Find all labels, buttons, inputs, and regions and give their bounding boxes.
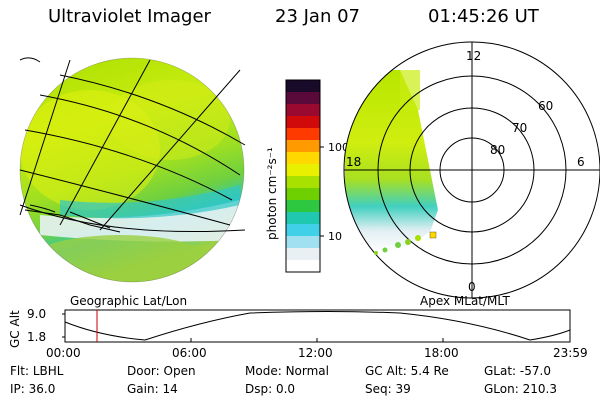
date-label: 23 Jan 07: [275, 6, 360, 27]
app-title: Ultraviolet Imager: [48, 6, 211, 27]
lat-label-70: 70: [512, 121, 527, 135]
polar-plot: [343, 41, 600, 299]
colorbar-segment: [286, 200, 320, 213]
mlt-label-0: 0: [468, 280, 476, 294]
info-gc-alt: GC Alt: 5.4 Re: [365, 364, 449, 378]
time-tick-0000: 00:00: [46, 346, 81, 360]
geographic-caption: Geographic Lat/Lon: [70, 294, 188, 308]
time-label: 01:45:26 UT: [428, 6, 539, 27]
time-tick-1200: 12:00: [298, 346, 333, 360]
colorbar-unit-label: photon cm⁻²s⁻¹: [265, 147, 279, 240]
info-glat: GLat: -57.0: [484, 364, 551, 378]
altitude-tick-1-8: 1.8: [27, 330, 46, 344]
lat-label-80: 80: [490, 143, 505, 157]
globe-image: [19, 57, 246, 283]
apex-caption: Apex MLat/MLT: [420, 294, 510, 308]
colorbar-segment: [286, 224, 320, 237]
colorbar: [285, 79, 321, 273]
colorbar-segment: [286, 236, 320, 249]
time-tick-2359: 23:59: [553, 346, 588, 360]
colorbar-segment: [286, 128, 320, 141]
info-door: Door: Open: [127, 364, 196, 378]
info-mode: Mode: Normal: [245, 364, 329, 378]
mlt-label-12: 12: [466, 49, 481, 63]
colorbar-segment: [286, 104, 320, 117]
altitude-tick-9: 9.0: [27, 307, 46, 321]
lat-label-60: 60: [538, 99, 553, 113]
altitude-axis-label: GC Alt: [8, 310, 22, 348]
info-flt: Flt: LBHL: [10, 364, 64, 378]
info-seq: Seq: 39: [365, 382, 411, 396]
time-tick-1800: 18:00: [424, 346, 459, 360]
info-glon: GLon: 210.3: [484, 382, 557, 396]
colorbar-segment: [286, 152, 320, 165]
info-ip: IP: 36.0: [10, 382, 56, 396]
colorbar-segment: [286, 212, 320, 225]
colorbar-segment: [286, 176, 320, 189]
colorbar-tick-label-10: 10: [328, 230, 342, 243]
colorbar-segment: [286, 80, 320, 93]
colorbar-segment: [286, 92, 320, 105]
mlt-label-6: 6: [577, 155, 585, 169]
colorbar-frame: [285, 79, 321, 273]
colorbar-segment: [286, 260, 320, 273]
colorbar-tick-label-100: 100: [328, 141, 349, 154]
info-gain: Gain: 14: [127, 382, 178, 396]
time-tick-0600: 06:00: [172, 346, 207, 360]
altitude-plot: [62, 309, 571, 343]
colorbar-segment: [286, 248, 320, 261]
colorbar-segment: [286, 164, 320, 177]
info-dsp: Dsp: 0.0: [245, 382, 296, 396]
mlt-label-18: 18: [346, 155, 361, 169]
colorbar-segment: [286, 188, 320, 201]
colorbar-segment: [286, 140, 320, 153]
colorbar-segment: [286, 116, 320, 129]
